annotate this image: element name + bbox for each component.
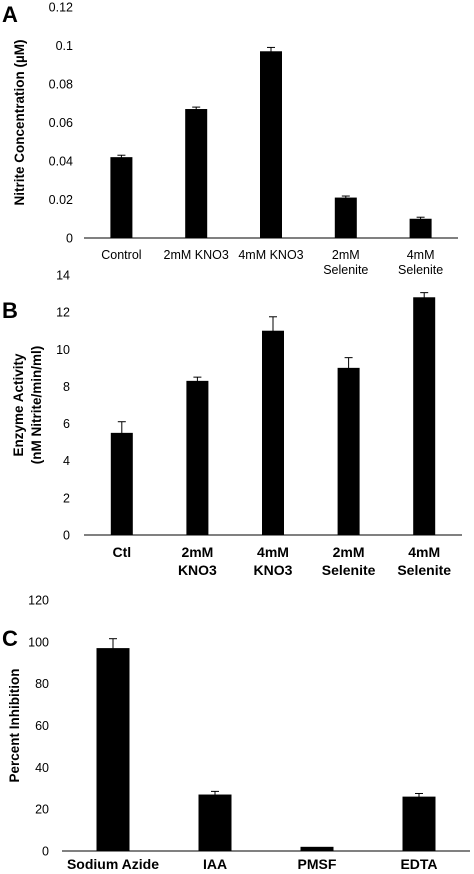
- panel-b: B 0 2 4 6 8 10 12 14 Ctl 2mM KNO3 4mM KNO3 2mM Selenite…: [2, 269, 462, 578]
- x-tick-label: 2mM Selenite: [322, 544, 376, 578]
- y-tick-label: 0: [42, 845, 49, 859]
- x-tick-label-line: IAA: [203, 856, 227, 872]
- x-tick-label: 2mM Selenite: [323, 248, 368, 277]
- x-tick-label: 4mM KNO3: [238, 248, 303, 262]
- x-tick-label-line: Selenite: [397, 562, 451, 578]
- x-tick-label: PMSF: [298, 856, 337, 872]
- x-tick-label-line: 2mM: [333, 544, 365, 560]
- x-tick-label-line: 4mM KNO3: [238, 248, 303, 262]
- x-tick-label-line: 2mM: [332, 248, 360, 262]
- y-tick-label: 80: [35, 677, 49, 691]
- y-axis-label: Percent Inhibition: [7, 668, 22, 782]
- x-tick-label-line: Selenite: [323, 263, 368, 277]
- x-tick-label-line: EDTA: [400, 856, 437, 872]
- x-tick-label-line: 4mM: [408, 544, 440, 560]
- y-tick-label: 0: [66, 232, 73, 246]
- y-tick-label: 0.02: [49, 193, 73, 207]
- y-tick-label: 0.12: [49, 1, 73, 15]
- x-tick-label: 4mM KNO3: [254, 544, 293, 578]
- x-tick-label: Sodium Azide: [67, 856, 159, 872]
- x-tick-label: 2mM KNO3: [164, 248, 229, 262]
- x-tick-label-line: 4mM: [257, 544, 289, 560]
- y-tick-label: 100: [28, 635, 49, 649]
- bar: [402, 796, 436, 851]
- x-tick-label-line: Selenite: [398, 263, 443, 277]
- y-tick-label: 0.1: [56, 39, 73, 53]
- bar: [110, 157, 133, 238]
- bar: [262, 330, 284, 535]
- x-tick-label-line: Ctl: [112, 544, 131, 560]
- bar: [413, 297, 436, 535]
- x-tick-label-line: KNO3: [254, 562, 293, 578]
- y-axis-label-line: (nM Nitrite/min/ml): [29, 346, 44, 465]
- x-tick-label: Control: [101, 248, 141, 262]
- y-axis-label: Nitrite Concentration (µM): [12, 39, 27, 205]
- x-tick-label-line: KNO3: [178, 562, 217, 578]
- panel-letter: A: [2, 2, 18, 27]
- x-tick-label-line: Control: [101, 248, 141, 262]
- bar: [110, 432, 133, 535]
- y-tick-label: 12: [56, 306, 70, 320]
- x-tick-label-line: Sodium Azide: [67, 856, 159, 872]
- x-tick-label: EDTA: [400, 856, 437, 872]
- y-axis-label-line: Nitrite Concentration (µM): [12, 39, 27, 205]
- y-tick-label: 6: [63, 417, 70, 431]
- y-tick-label: 0.04: [49, 155, 73, 169]
- y-tick-label: 40: [35, 761, 49, 775]
- y-tick-label: 20: [35, 803, 49, 817]
- y-tick-label: 60: [35, 719, 49, 733]
- bar: [337, 367, 360, 535]
- x-tick-label-line: Selenite: [322, 562, 376, 578]
- x-tick-label: 4mM Selenite: [397, 544, 451, 578]
- y-tick-label: 0: [63, 529, 70, 543]
- y-tick-label: 0.08: [49, 78, 73, 92]
- y-axis-label: Enzyme Activity (nM Nitrite/min/ml): [11, 346, 44, 465]
- y-axis-label-line: Percent Inhibition: [7, 668, 22, 782]
- x-tick-label: IAA: [203, 856, 227, 872]
- y-tick-label: 0.06: [49, 116, 73, 130]
- y-tick-label: 10: [56, 343, 70, 357]
- panel-letter: C: [2, 626, 18, 651]
- x-tick-label: Ctl: [112, 544, 131, 560]
- bar: [300, 846, 334, 851]
- panel-letter: B: [2, 298, 18, 323]
- x-tick-label-line: 2mM: [181, 544, 213, 560]
- x-tick-label-line: PMSF: [298, 856, 337, 872]
- bar: [198, 794, 232, 851]
- x-tick-label-line: 2mM KNO3: [164, 248, 229, 262]
- y-tick-label: 2: [63, 491, 70, 505]
- bar: [185, 109, 208, 239]
- bar: [96, 648, 130, 851]
- y-axis-label-line: Enzyme Activity: [11, 353, 26, 457]
- panel-c: C 0 20 40 60 80 100 120 Sodium Azide IAA PMSF EDTA P…: [2, 594, 470, 872]
- x-tick-label-line: 4mM: [407, 248, 435, 262]
- y-tick-label: 4: [63, 454, 70, 468]
- y-tick-label: 120: [28, 594, 49, 608]
- bar: [334, 197, 357, 238]
- bar: [186, 380, 209, 535]
- bar: [409, 218, 432, 238]
- x-tick-label: 4mM Selenite: [398, 248, 443, 277]
- y-tick-label: 8: [63, 380, 70, 394]
- y-tick-label: 14: [56, 269, 70, 283]
- panel-a: A 0 0.02 0.04 0.06 0.08 0.1 0.12 Control 2mM KNO3…: [2, 1, 458, 277]
- x-tick-label: 2mM KNO3: [178, 544, 217, 578]
- bar: [260, 51, 282, 239]
